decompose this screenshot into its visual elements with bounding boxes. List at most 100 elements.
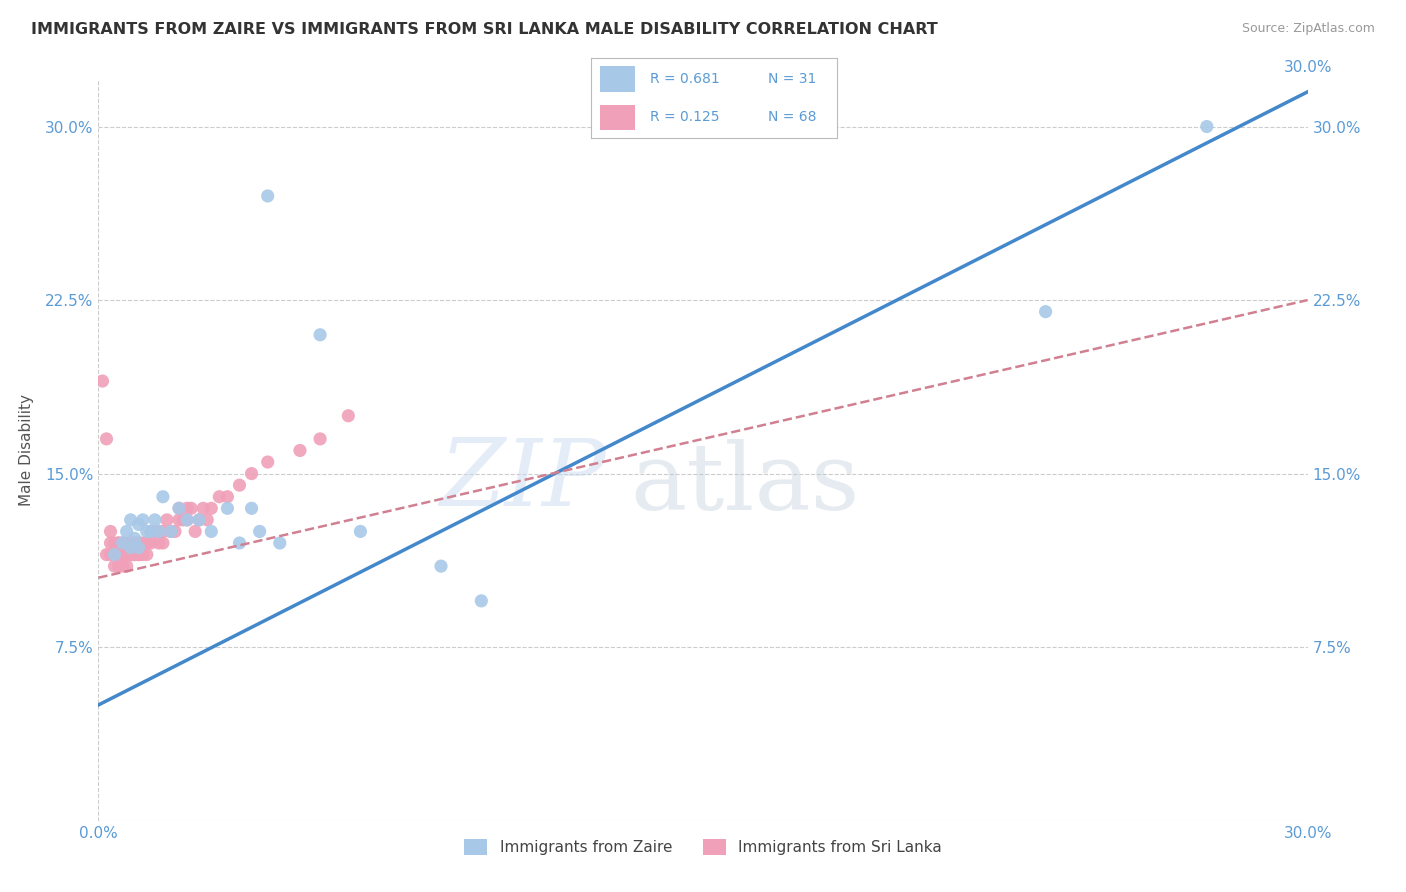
Point <box>349 524 371 539</box>
Point <box>107 536 129 550</box>
Point <box>160 524 183 539</box>
Point <box>111 536 134 550</box>
Point <box>470 594 492 608</box>
Point <box>111 559 134 574</box>
Text: N = 31: N = 31 <box>768 72 815 86</box>
Text: atlas: atlas <box>630 439 859 529</box>
Point <box>132 513 155 527</box>
Point <box>107 559 129 574</box>
Point <box>195 513 218 527</box>
Point <box>143 513 166 527</box>
Point <box>103 536 125 550</box>
Point <box>139 524 162 539</box>
Legend: Immigrants from Zaire, Immigrants from Sri Lanka: Immigrants from Zaire, Immigrants from S… <box>458 833 948 861</box>
Point <box>107 548 129 562</box>
Point <box>1195 120 1218 134</box>
Point <box>107 536 129 550</box>
Point <box>132 536 155 550</box>
Point <box>148 536 170 550</box>
Point <box>143 524 166 539</box>
Point <box>228 478 250 492</box>
Point <box>103 548 125 562</box>
Point <box>139 524 162 539</box>
Point <box>256 455 278 469</box>
Point <box>128 517 150 532</box>
Point <box>188 513 211 527</box>
Point <box>103 559 125 574</box>
Point <box>120 536 142 550</box>
Point <box>167 501 190 516</box>
Point <box>128 548 150 562</box>
Point <box>152 536 174 550</box>
Point <box>188 513 211 527</box>
Point <box>256 189 278 203</box>
Point <box>100 548 122 562</box>
Point <box>111 536 134 550</box>
Point <box>132 548 155 562</box>
Point <box>208 490 231 504</box>
Point <box>120 513 142 527</box>
Text: R = 0.681: R = 0.681 <box>650 72 720 86</box>
Text: R = 0.125: R = 0.125 <box>650 111 718 124</box>
Y-axis label: Male Disability: Male Disability <box>18 394 34 507</box>
Point <box>120 548 142 562</box>
Point <box>200 524 222 539</box>
Point <box>100 524 122 539</box>
Text: N = 68: N = 68 <box>768 111 815 124</box>
Text: ZIP: ZIP <box>440 435 606 525</box>
Point <box>172 513 194 527</box>
Point <box>200 501 222 516</box>
Point <box>288 443 311 458</box>
Point <box>176 513 198 527</box>
Bar <box>600 66 636 92</box>
Point <box>135 536 157 550</box>
Point <box>309 432 332 446</box>
Point <box>111 548 134 562</box>
Point <box>1035 304 1057 318</box>
Point <box>240 467 263 481</box>
Text: Source: ZipAtlas.com: Source: ZipAtlas.com <box>1241 22 1375 36</box>
Point <box>96 432 118 446</box>
Point <box>148 524 170 539</box>
Point <box>111 536 134 550</box>
Point <box>176 513 198 527</box>
Point <box>139 536 162 550</box>
Point <box>135 524 157 539</box>
Point <box>430 559 453 574</box>
Point <box>128 536 150 550</box>
Point <box>135 536 157 550</box>
Point <box>120 536 142 550</box>
Point <box>184 524 207 539</box>
Point <box>193 501 215 516</box>
Point <box>103 548 125 562</box>
Bar <box>600 104 636 130</box>
Point <box>148 524 170 539</box>
Point <box>124 548 146 562</box>
Point <box>91 374 114 388</box>
Point <box>240 501 263 516</box>
Point <box>115 548 138 562</box>
Point <box>128 536 150 550</box>
Point <box>249 524 271 539</box>
Point <box>115 548 138 562</box>
Point <box>160 524 183 539</box>
Point <box>152 524 174 539</box>
Point <box>156 513 179 527</box>
Point <box>180 501 202 516</box>
Point <box>128 548 150 562</box>
Point <box>115 524 138 539</box>
Point <box>152 490 174 504</box>
Point <box>115 559 138 574</box>
Point <box>309 327 332 342</box>
Point <box>111 548 134 562</box>
Point <box>176 501 198 516</box>
Point <box>120 548 142 562</box>
Point <box>217 490 239 504</box>
Point <box>100 536 122 550</box>
Point <box>124 532 146 546</box>
Point <box>120 541 142 555</box>
Point <box>96 548 118 562</box>
Point <box>217 501 239 516</box>
Point <box>124 536 146 550</box>
Point <box>228 536 250 550</box>
